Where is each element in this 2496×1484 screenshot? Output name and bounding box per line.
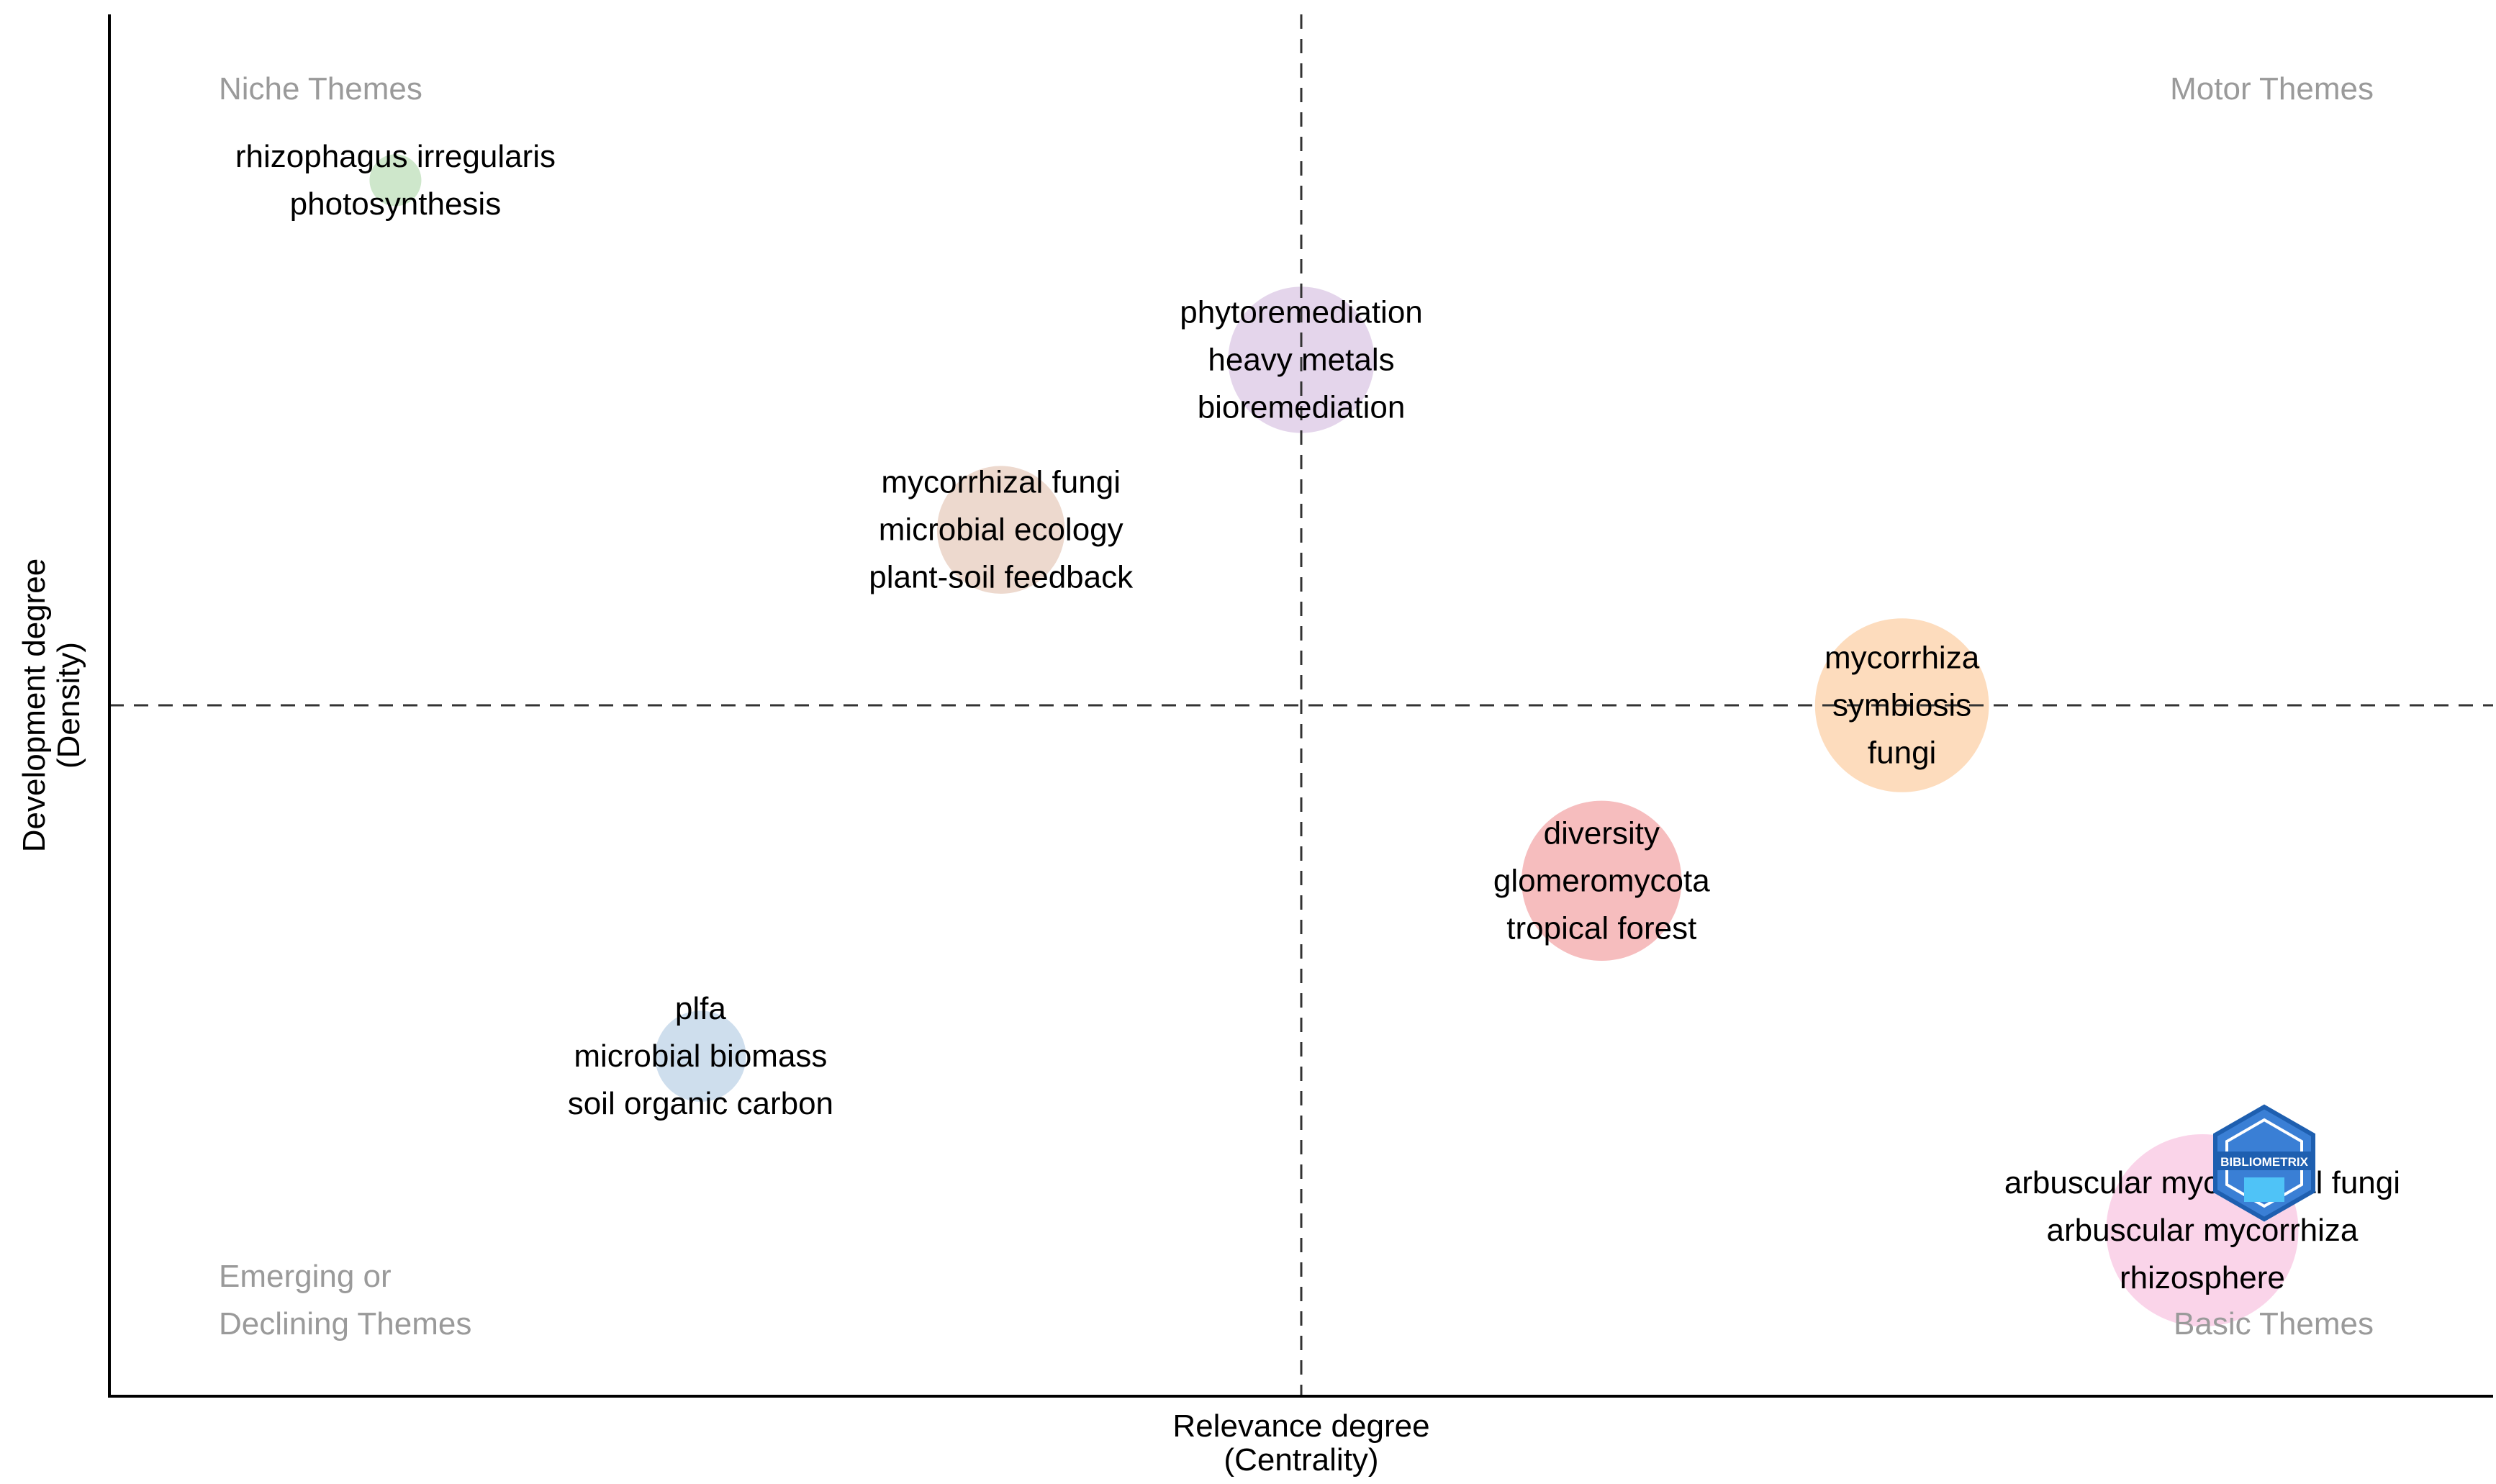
cluster-label: symbiosis (1832, 688, 1971, 723)
quadrant-label-basic: Basic Themes (2174, 1306, 2374, 1342)
cluster-bubble (1521, 800, 1682, 962)
cluster-bubble (936, 466, 1065, 594)
cluster-label: plant-soil feedback (869, 560, 1134, 595)
cluster-label: diversity (1544, 815, 1660, 851)
quadrant-labels: Niche Themes Motor Themes Emerging or Decli… (219, 71, 2374, 1342)
cluster-label: rhizophagus irregularis (235, 139, 556, 174)
cluster-label: tropical forest (1506, 910, 1696, 946)
quadrant-label-emerging: Emerging or (219, 1259, 392, 1294)
logo-banner (2214, 1152, 2315, 1170)
cluster-label: glomeromycota (1493, 863, 1710, 898)
cluster-label: photosynthesis (290, 186, 502, 222)
cluster-label: plfa (675, 991, 726, 1026)
cluster-label: phytoremediation (1180, 295, 1423, 330)
quadrant-label-emerging: Declining Themes (219, 1306, 471, 1342)
cluster-bubble (369, 154, 422, 207)
cluster-label: fungi (1868, 736, 1936, 771)
x-axis-title: Relevance degree (1172, 1408, 1429, 1444)
bibliometrix-logo: BIBLIOMETRIX (2213, 1104, 2315, 1222)
logo-text: BIBLIOMETRIX (2220, 1155, 2308, 1169)
y-axis-title: Development degree (17, 558, 52, 852)
cluster-label: heavy metals (1208, 343, 1394, 378)
cluster-label: mycorrhiza (1824, 641, 1980, 676)
quadrant-label-motor: Motor Themes (2170, 71, 2374, 107)
logo-inner-hexagon (2225, 1118, 2303, 1208)
cluster-label: arbuscular mycorrhizal fungi (2004, 1165, 2400, 1200)
cluster-label: soil organic carbon (568, 1086, 833, 1121)
cluster-label: arbuscular mycorrhiza (2047, 1213, 2359, 1248)
x-axis-subtitle: (Centrality) (1224, 1442, 1378, 1478)
cluster-label: microbial ecology (879, 512, 1123, 548)
cluster-label: microbial biomass (574, 1039, 827, 1074)
cluster-label: bioremediation (1198, 390, 1406, 425)
logo-book (2244, 1177, 2284, 1202)
y-axis-subtitle: (Density) (51, 642, 86, 769)
cluster-label: mycorrhizal fungi (881, 465, 1121, 500)
quadrant-label-niche: Niche Themes (219, 71, 422, 107)
cluster-label: rhizosphere (2120, 1260, 2285, 1295)
cluster-bubble (655, 1010, 746, 1102)
cluster-labels: rhizophagus irregularis photosynthesis phy… (235, 139, 2400, 1295)
